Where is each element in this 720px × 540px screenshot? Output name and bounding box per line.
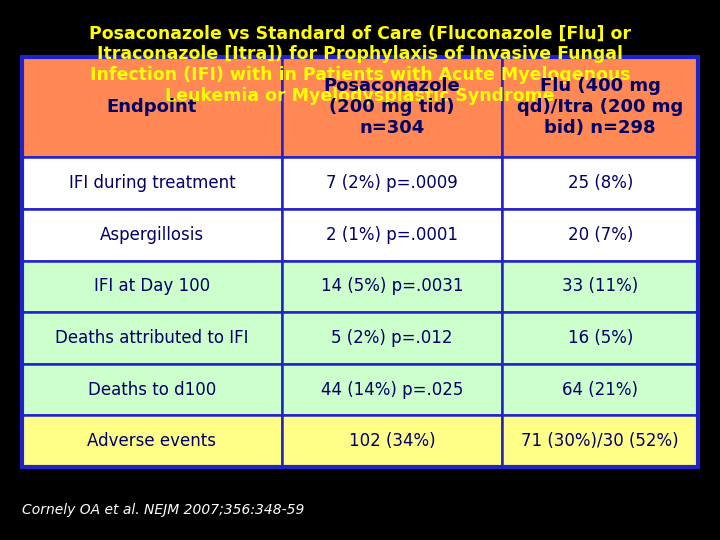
Bar xyxy=(502,157,698,209)
Bar xyxy=(282,312,502,364)
Text: 64 (21%): 64 (21%) xyxy=(562,381,638,399)
Text: Posaconazole vs Standard of Care (Fluconazole [Flu] or
Itraconazole [Itra]) for : Posaconazole vs Standard of Care (Flucon… xyxy=(89,24,631,105)
Text: 44 (14%) p=.025: 44 (14%) p=.025 xyxy=(321,381,464,399)
Bar xyxy=(22,260,282,312)
Bar xyxy=(502,312,698,364)
Text: 25 (8%): 25 (8%) xyxy=(567,174,633,192)
Text: 71 (30%)/30 (52%): 71 (30%)/30 (52%) xyxy=(521,433,679,450)
Text: Deaths to d100: Deaths to d100 xyxy=(88,381,216,399)
Text: IFI during treatment: IFI during treatment xyxy=(68,174,235,192)
Bar xyxy=(22,57,698,467)
Bar xyxy=(282,209,502,260)
Text: Adverse events: Adverse events xyxy=(87,433,217,450)
Text: 20 (7%): 20 (7%) xyxy=(567,226,633,244)
Bar xyxy=(282,57,502,157)
Bar xyxy=(22,209,282,260)
Text: Endpoint: Endpoint xyxy=(107,98,197,116)
Bar xyxy=(22,415,282,467)
Text: 7 (2%) p=.0009: 7 (2%) p=.0009 xyxy=(326,174,458,192)
Bar xyxy=(282,157,502,209)
Text: 14 (5%) p=.0031: 14 (5%) p=.0031 xyxy=(321,278,464,295)
Bar xyxy=(22,57,282,157)
Text: Flu (400 mg
qd)/Itra (200 mg
bid) n=298: Flu (400 mg qd)/Itra (200 mg bid) n=298 xyxy=(517,77,683,137)
Bar xyxy=(282,260,502,312)
Text: 2 (1%) p=.0001: 2 (1%) p=.0001 xyxy=(326,226,458,244)
Text: 102 (34%): 102 (34%) xyxy=(348,433,436,450)
Bar xyxy=(502,364,698,415)
Bar xyxy=(282,415,502,467)
Text: 33 (11%): 33 (11%) xyxy=(562,278,639,295)
Text: IFI at Day 100: IFI at Day 100 xyxy=(94,278,210,295)
Text: Aspergillosis: Aspergillosis xyxy=(100,226,204,244)
Bar xyxy=(22,364,282,415)
Text: Cornely OA et al. NEJM 2007;356:348-59: Cornely OA et al. NEJM 2007;356:348-59 xyxy=(22,503,304,517)
Bar xyxy=(502,209,698,260)
Bar xyxy=(502,57,698,157)
Bar xyxy=(502,260,698,312)
Bar xyxy=(502,415,698,467)
Bar xyxy=(22,157,282,209)
Bar xyxy=(282,364,502,415)
Text: Deaths attributed to IFI: Deaths attributed to IFI xyxy=(55,329,248,347)
Text: Posaconazole
(200 mg tid)
n=304: Posaconazole (200 mg tid) n=304 xyxy=(324,77,461,137)
Bar xyxy=(22,312,282,364)
Text: 5 (2%) p=.012: 5 (2%) p=.012 xyxy=(331,329,453,347)
Text: 16 (5%): 16 (5%) xyxy=(567,329,633,347)
